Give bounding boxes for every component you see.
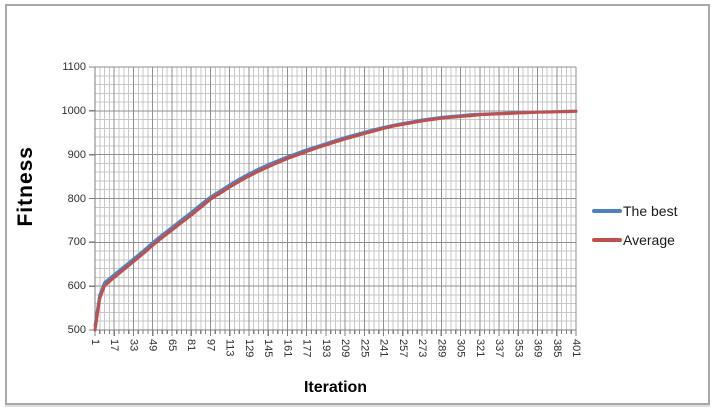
- gridlines: [94, 66, 577, 331]
- x-tick-label: 401: [570, 339, 582, 358]
- x-tick-label: 353: [512, 339, 525, 358]
- x-tick-label: 129: [242, 339, 255, 358]
- y-tick-label: 800: [67, 192, 86, 205]
- x-tick-label: 81: [185, 339, 198, 352]
- x-tick-label: 65: [165, 339, 178, 352]
- chart-frame: [5, 4, 710, 405]
- x-tick-label: 177: [300, 339, 313, 358]
- x-tick-label: 305: [454, 339, 467, 358]
- x-tick-label: 193: [319, 339, 332, 358]
- x-tick-label: 273: [416, 339, 429, 358]
- x-tick-label: 49: [146, 339, 159, 352]
- x-axis-title: Iteration: [303, 379, 368, 396]
- y-tick-label: 1000: [61, 104, 86, 117]
- x-tick-label: 33: [127, 339, 140, 352]
- legend-line-swatch-red: [592, 238, 622, 242]
- series-line-average: [93, 109, 578, 332]
- x-tick-label: 209: [339, 339, 352, 358]
- y-tick-label: 1100: [62, 61, 86, 73]
- x-tick-label: 225: [358, 339, 371, 358]
- x-tick-label: 337: [493, 339, 506, 358]
- y-tick-label: 700: [67, 236, 86, 249]
- y-tick-label: 600: [67, 280, 86, 293]
- x-tick-label: 385: [550, 339, 563, 358]
- x-tick-label: 113: [223, 339, 236, 357]
- y-tick-label: 500: [67, 324, 86, 336]
- x-tick-label: 161: [281, 339, 294, 358]
- legend: The best Average: [592, 201, 677, 250]
- legend-item-average: Average: [592, 230, 677, 250]
- legend-item-the-best: The best: [592, 201, 677, 221]
- x-tick-label: 97: [204, 339, 217, 352]
- legend-line-swatch-blue: [592, 209, 622, 213]
- y-axis-title: Fitness: [14, 146, 37, 227]
- x-tick-label: 369: [531, 339, 544, 358]
- axes: [89, 66, 577, 336]
- x-tick-label: 145: [262, 339, 275, 358]
- plot-area: [89, 66, 578, 336]
- x-tick-label: 321: [473, 339, 486, 358]
- y-tick-label: 900: [67, 148, 86, 161]
- x-tick-label: 1: [89, 339, 101, 346]
- legend-label: Average: [623, 232, 675, 248]
- legend-label: The best: [623, 203, 678, 219]
- x-tick-label: 257: [396, 339, 409, 358]
- x-tick-label: 17: [108, 339, 121, 352]
- x-tick-label: 289: [435, 339, 448, 358]
- x-tick-label: 241: [377, 339, 390, 358]
